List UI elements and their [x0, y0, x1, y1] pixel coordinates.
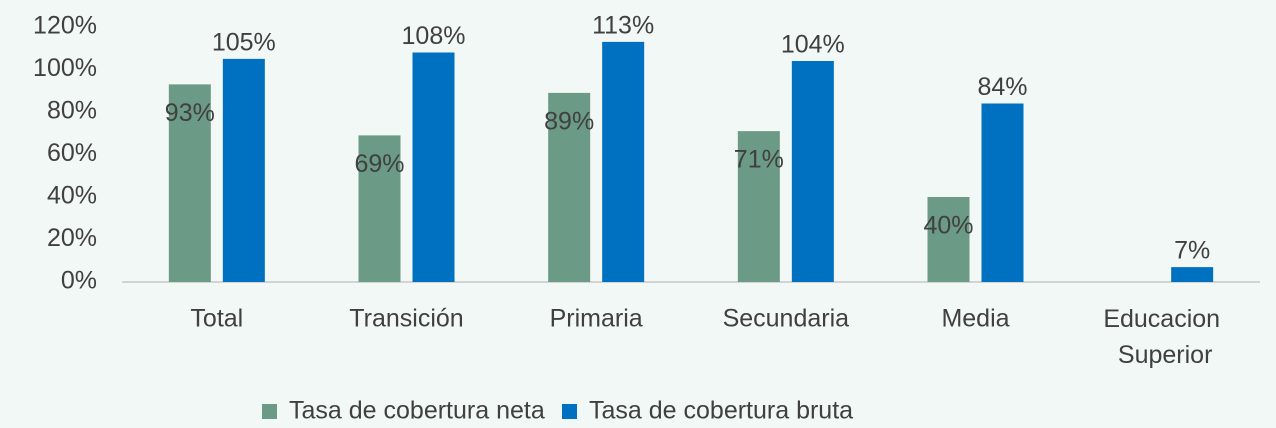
- y-tick-label: 80%: [47, 97, 97, 125]
- legend-swatch: [562, 404, 577, 419]
- legend-swatch: [262, 404, 277, 419]
- data-label: 84%: [977, 73, 1027, 101]
- legend-label: Tasa de cobertura bruta: [589, 397, 853, 425]
- data-label: 71%: [734, 146, 784, 174]
- bar: [168, 84, 211, 282]
- bar: [412, 52, 455, 282]
- x-tick-label: Media: [941, 305, 1009, 333]
- data-label: 7%: [1174, 237, 1210, 265]
- y-tick-label: 120%: [33, 12, 97, 40]
- data-label: 69%: [354, 150, 404, 178]
- bar: [222, 58, 265, 282]
- data-label: 89%: [544, 107, 594, 135]
- bar: [927, 197, 970, 282]
- y-tick-label: 20%: [47, 224, 97, 252]
- data-label: 113%: [592, 11, 654, 39]
- x-tick-label: Primaria: [550, 305, 643, 333]
- y-tick-label: 40%: [47, 182, 97, 210]
- bar: [602, 41, 645, 282]
- x-tick-label: Total: [190, 305, 243, 333]
- bar: [548, 92, 591, 282]
- data-label: 105%: [212, 28, 276, 56]
- y-tick-label: 0%: [61, 267, 97, 295]
- data-label: 93%: [165, 99, 215, 127]
- data-label: 40%: [923, 212, 973, 240]
- bar: [737, 131, 780, 282]
- bar: [358, 135, 401, 282]
- legend-label: Tasa de cobertura neta: [289, 397, 545, 425]
- x-tick-label: Secundaria: [723, 305, 850, 333]
- data-label: 104%: [781, 31, 845, 59]
- bar: [791, 61, 834, 282]
- x-tick-label: Educacion Superior: [1103, 305, 1227, 369]
- y-tick-label: 100%: [33, 54, 97, 82]
- bar: [1171, 267, 1214, 282]
- data-label: 108%: [402, 22, 466, 50]
- x-tick-label: Transición: [349, 305, 463, 333]
- y-tick-label: 60%: [47, 139, 97, 167]
- bar: [981, 103, 1024, 282]
